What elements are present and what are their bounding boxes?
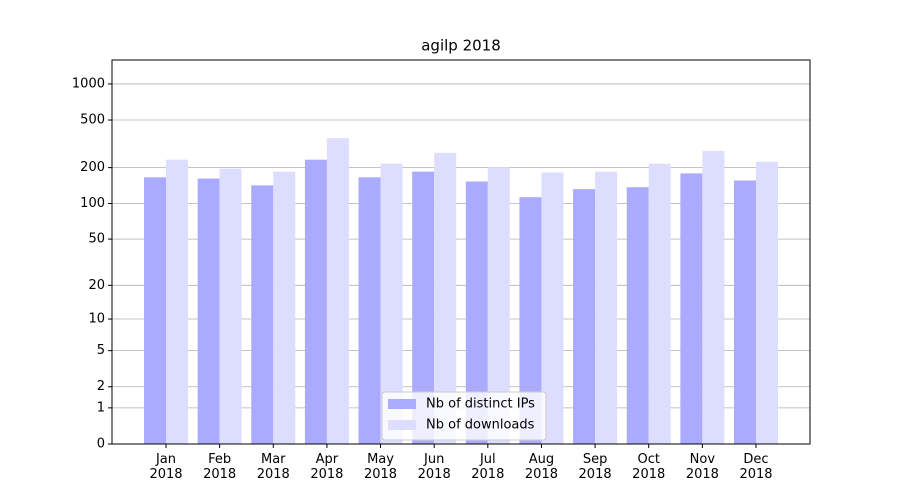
legend-box xyxy=(381,391,547,441)
plot-frame xyxy=(111,59,811,445)
y-tick-label: 500 xyxy=(80,113,105,128)
bar xyxy=(358,177,381,444)
bar xyxy=(219,168,242,444)
y-tick-label: 0 xyxy=(97,437,105,452)
x-tick-label: Jun 2018 xyxy=(417,452,451,482)
bar xyxy=(304,159,327,444)
y-tick-label: 50 xyxy=(88,232,105,247)
bar xyxy=(648,163,671,445)
x-tick-label: Dec 2018 xyxy=(739,452,773,482)
legend-swatch xyxy=(388,399,416,409)
y-tick-label: 1000 xyxy=(72,76,105,91)
y-tick-label: 1 xyxy=(97,400,105,415)
y-tick-label: 200 xyxy=(80,160,105,175)
bar xyxy=(326,138,349,444)
bar xyxy=(412,171,435,444)
bar xyxy=(380,163,403,445)
y-tick-label: 2 xyxy=(97,379,105,394)
y-tick-label: 20 xyxy=(88,278,105,293)
bar xyxy=(541,172,564,444)
x-tick-label: Mar 2018 xyxy=(256,452,290,482)
bar xyxy=(573,189,596,444)
bar xyxy=(273,171,296,444)
chart-title: agilp 2018 xyxy=(421,37,501,55)
legend-swatch xyxy=(388,420,416,430)
bar xyxy=(144,177,166,444)
legend-label: Nb of distinct IPs xyxy=(426,397,535,412)
bar xyxy=(434,152,457,445)
bar xyxy=(702,150,725,445)
bar xyxy=(519,197,542,444)
bar xyxy=(166,159,188,444)
x-tick-label: Apr 2018 xyxy=(310,452,344,482)
legend-label: Nb of downloads xyxy=(426,418,535,433)
bar xyxy=(595,171,618,444)
x-tick-label: Jan 2018 xyxy=(149,452,183,482)
bar xyxy=(680,173,703,444)
legend: Nb of distinct IPs Nb of downloads xyxy=(381,391,547,441)
x-tick-label: Sep 2018 xyxy=(578,452,612,482)
bar xyxy=(465,181,488,444)
x-tick-label: Feb 2018 xyxy=(203,452,237,482)
x-tick-label: Oct 2018 xyxy=(632,452,666,482)
y-tick-label: 100 xyxy=(80,196,105,211)
x-tick-label: May 2018 xyxy=(363,452,398,482)
x-tick-label: Nov 2018 xyxy=(685,452,719,482)
bar xyxy=(197,178,220,444)
bar xyxy=(756,161,778,445)
bar xyxy=(626,187,649,444)
y-tick-label: 10 xyxy=(88,312,105,327)
y-tick-label: 5 xyxy=(97,343,105,358)
bar xyxy=(251,185,274,444)
bar xyxy=(487,167,510,444)
bar xyxy=(734,180,756,444)
x-tick-label: Jul 2018 xyxy=(471,452,505,482)
x-tick-label: Aug 2018 xyxy=(524,452,558,482)
